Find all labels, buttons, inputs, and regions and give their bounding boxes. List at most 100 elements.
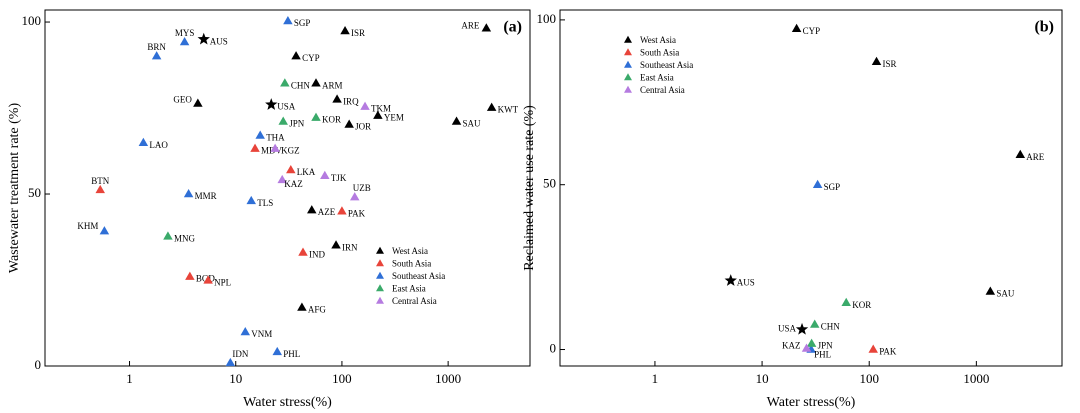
point-label: AZE (318, 207, 336, 217)
triangle-marker (985, 286, 996, 295)
triangle-marker (344, 119, 354, 128)
x-axis-title: Water stress(%) (243, 395, 332, 410)
point-label: KWT (498, 105, 519, 115)
triangle-marker (337, 206, 347, 215)
triangle-marker (225, 357, 236, 367)
point-label: KAZ (782, 341, 801, 351)
star-marker (724, 274, 737, 286)
triangle-marker (240, 326, 251, 336)
legend-marker (376, 284, 384, 292)
point-label: JPN (289, 119, 305, 129)
point-label: LAO (149, 140, 168, 150)
point-label: ISR (883, 59, 897, 69)
triangle-marker (320, 170, 330, 180)
x-tick-label: 1 (652, 371, 659, 386)
triangle-marker (311, 112, 321, 121)
triangle-marker (311, 78, 321, 87)
legend-label: East Asia (392, 284, 426, 294)
point-label: AUS (210, 36, 228, 46)
point-label: KOR (322, 115, 341, 125)
point-label: TJK (331, 173, 347, 183)
point-label: AFG (308, 305, 327, 315)
legend-label: Southeast Asia (392, 271, 445, 281)
triangle-marker (291, 51, 301, 60)
star-marker (197, 32, 210, 45)
triangle-marker (486, 102, 497, 111)
legend-marker (376, 246, 384, 254)
x-tick-label: 10 (756, 371, 769, 386)
triangle-marker (806, 338, 817, 347)
legend-marker (624, 35, 632, 43)
triangle-marker (138, 137, 149, 147)
triangle-marker (277, 174, 287, 184)
triangle-marker (841, 297, 851, 306)
triangle-marker (451, 116, 462, 125)
triangle-marker (283, 16, 293, 25)
point-label: THA (266, 133, 285, 143)
legend-label: Southeast Asia (640, 60, 693, 70)
x-tick-label: 1000 (435, 371, 461, 386)
point-label: ARE (1026, 152, 1045, 162)
point-label: CHN (291, 80, 311, 90)
point-label: BGD (196, 274, 216, 284)
x-tick-label: 10 (229, 371, 242, 386)
triangle-marker (270, 143, 280, 152)
y-tick-label: 0 (550, 341, 557, 356)
triangle-marker (183, 189, 194, 198)
point-label: YEM (384, 113, 404, 123)
point-label: MMR (195, 191, 217, 201)
point-label: ARE (461, 20, 480, 30)
triangle-marker (272, 346, 282, 356)
triangle-marker (95, 184, 105, 194)
point-label: IRN (342, 242, 358, 252)
star-marker (795, 322, 809, 335)
point-label: SGP (294, 18, 311, 28)
triangle-marker (809, 319, 820, 328)
triangle-marker (151, 51, 162, 60)
point-label: CHN (821, 322, 841, 332)
legend-marker (624, 73, 632, 81)
triangle-marker (280, 78, 290, 87)
triangle-marker (791, 23, 802, 33)
point-label: TLS (257, 198, 273, 208)
y-tick-label: 100 (22, 13, 42, 28)
point-label: JPN (818, 341, 834, 351)
y-axis-title: Reclaimed water use rate (%) (522, 105, 537, 271)
x-tick-label: 100 (859, 371, 879, 386)
y-tick-label: 50 (543, 176, 556, 191)
y-tick-label: 100 (537, 11, 557, 26)
point-label: CYP (302, 53, 320, 63)
point-label: USA (277, 102, 296, 112)
x-tick-label: 1 (126, 371, 133, 386)
point-label: IRQ (343, 96, 359, 106)
triangle-marker (373, 110, 383, 119)
triangle-marker (286, 164, 296, 174)
triangle-marker (298, 247, 308, 256)
point-label: JOR (355, 122, 371, 132)
triangle-marker (332, 94, 342, 103)
triangle-marker (297, 302, 307, 311)
triangle-marker (255, 130, 265, 139)
point-label: PHL (814, 350, 831, 360)
point-label: PAK (879, 347, 897, 357)
star-marker (265, 98, 278, 110)
triangle-marker (203, 275, 213, 284)
legend-marker (624, 85, 632, 93)
triangle-marker (278, 116, 288, 125)
legend-marker (624, 48, 632, 56)
point-label: KGZ (281, 146, 300, 156)
point-label: KHM (77, 221, 98, 231)
triangle-marker (868, 344, 878, 353)
legend-marker (624, 60, 632, 68)
legend-marker (376, 271, 384, 279)
triangle-marker (871, 56, 882, 66)
triangle-marker (340, 25, 350, 35)
y-axis-title: Wastewater treatment rate (%) (7, 103, 22, 274)
triangle-marker (801, 343, 812, 352)
y-tick-label: 50 (28, 185, 41, 200)
plot-frame (559, 9, 1063, 367)
triangle-marker (481, 23, 492, 32)
triangle-marker (185, 271, 195, 280)
point-label: NPL (214, 277, 231, 287)
